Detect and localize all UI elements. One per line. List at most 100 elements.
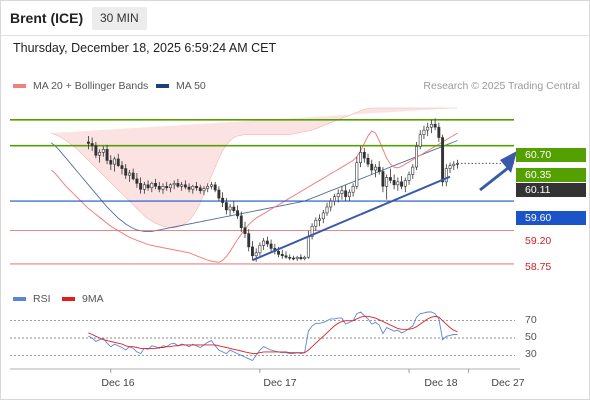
candle-body [366, 157, 370, 165]
candle-body [444, 168, 448, 183]
candle-body [396, 181, 400, 186]
candle-body [139, 183, 143, 190]
candle-body [306, 236, 310, 258]
candle-body [213, 184, 217, 191]
candle-body [344, 190, 348, 197]
level-tag-pivot: 59.60 [516, 211, 586, 225]
candle-body [150, 183, 154, 189]
candle-body [415, 146, 418, 168]
legend-rsi: RSI [13, 293, 51, 305]
candle-body [198, 187, 202, 192]
candle-body [146, 184, 150, 189]
trend-line-2 [360, 175, 451, 216]
bollinger-band [50, 107, 458, 228]
level-tag-current-price: 60.11 [516, 183, 586, 197]
candle-body [90, 143, 94, 146]
candle-body [243, 227, 247, 234]
candle-body [295, 256, 299, 260]
legend-rsi-ma: 9MA [62, 293, 104, 305]
level-label-support-1: 59.20 [525, 235, 552, 247]
candle-body [284, 255, 288, 258]
ma20-line [50, 130, 458, 263]
x-label-dec16: Dec 16 [101, 377, 135, 389]
legend-ma20-bb: MA 20 + Bollinger Bands [13, 80, 148, 92]
candle-body [180, 184, 184, 187]
candle-body [98, 152, 102, 156]
candle-body [329, 200, 333, 208]
candle-body [441, 137, 445, 183]
forecast-arrow-shaft [479, 166, 509, 192]
rsi-level-30: 30 [525, 348, 537, 360]
candle-body [135, 178, 139, 184]
candle-body [429, 123, 433, 128]
legend-rsi-label: RSI [33, 293, 51, 305]
candle-body [381, 171, 385, 187]
candle-body [258, 245, 262, 254]
candle-body [161, 186, 165, 190]
candle-body [120, 165, 124, 169]
candle-body [172, 183, 176, 186]
candle-body [191, 186, 195, 190]
candle-body [269, 243, 273, 249]
candle-body [388, 177, 392, 181]
candle-body [221, 197, 225, 203]
candle-body [325, 206, 329, 214]
candle-body [176, 183, 180, 187]
rsi-line [88, 311, 458, 362]
candle-body [336, 193, 340, 197]
candle-body [437, 126, 441, 138]
candle-body [362, 152, 366, 159]
chart-datetime: Thursday, December 18, 2025 6:59:24 AM C… [13, 41, 277, 55]
copyright-text: Research © 2025 Trading Central [423, 80, 580, 92]
candle-body [124, 168, 128, 176]
candle-body [426, 126, 430, 131]
candle-body [411, 166, 415, 175]
timeframe-badge[interactable]: 30 MIN [92, 7, 147, 30]
candle-body [142, 184, 146, 190]
candle-body [183, 184, 187, 188]
candle-body [303, 256, 307, 260]
candle-body [265, 240, 269, 245]
x-label-dec27: Dec 27 [491, 377, 525, 389]
candle-body [347, 191, 351, 197]
legend-ma50: MA 50 [156, 80, 206, 92]
candle-body [131, 172, 135, 180]
candle-body [224, 202, 228, 211]
candle-body [280, 254, 284, 257]
candle-body [377, 166, 381, 172]
level-tag-resistance-1: 60.70 [516, 148, 586, 162]
candle-body [232, 206, 236, 211]
rsi-level-50: 50 [525, 331, 537, 343]
candle-body [101, 149, 105, 153]
candle-body [236, 210, 239, 217]
candle-body [370, 163, 374, 171]
ma20-swatch-icon [13, 84, 26, 88]
level-tag-resistance-2: 60.35 [516, 168, 586, 182]
candle-body [168, 184, 172, 189]
candle-body [433, 123, 437, 128]
candle-body [392, 180, 396, 186]
ma50-line [50, 140, 458, 232]
candle-body [109, 160, 113, 165]
candle-body [251, 246, 254, 257]
level-label-support-2: 58.75 [525, 261, 552, 273]
candle-body [351, 186, 355, 193]
candle-body [318, 218, 322, 221]
candle-body [400, 181, 404, 187]
candle-body [157, 186, 161, 190]
candle-body [247, 233, 251, 248]
x-label-dec18: Dec 18 [424, 377, 458, 389]
candle-body [239, 215, 243, 228]
candle-body [407, 174, 411, 181]
candle-body [228, 206, 232, 211]
candle-body [359, 152, 363, 163]
candle-body [254, 252, 258, 257]
candle-body [202, 188, 206, 192]
rsi-ma-line [88, 315, 458, 355]
candle-body [452, 163, 456, 166]
candle-body [340, 190, 344, 194]
candle-body [292, 257, 295, 260]
candle-body [165, 186, 169, 189]
candle-body [94, 145, 98, 156]
